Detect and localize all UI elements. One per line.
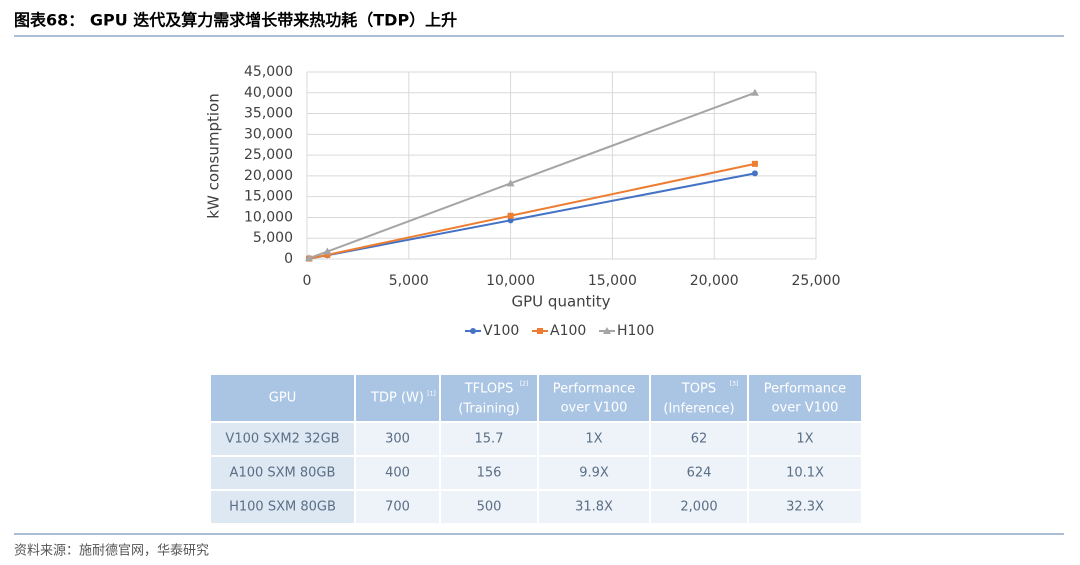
marker <box>507 217 514 224</box>
table-cell <box>649 455 749 491</box>
table-cell-text: 1X <box>796 432 813 447</box>
table-header-text: Performance <box>553 382 635 397</box>
x-tick-label: 5,000 <box>389 273 429 289</box>
marker <box>506 179 515 187</box>
y-tick-label: 15,000 <box>244 189 293 205</box>
series-line <box>308 162 756 260</box>
table-cell-text: TDP (W) <box>370 391 424 406</box>
series-line <box>308 91 756 260</box>
x-tick-label: 15,000 <box>588 273 637 289</box>
table-cell-text: 1X <box>585 432 602 447</box>
table-cell <box>747 421 863 457</box>
figure-title: 图表68： GPU 迭代及算力需求增长带来热功耗（TDP）上升 <box>14 11 457 30</box>
table-header-cell <box>209 373 356 423</box>
legend-label: H100 <box>617 323 654 339</box>
y-tick-label: 30,000 <box>244 126 293 142</box>
table-cell <box>209 489 356 525</box>
x-tick-label: 10,000 <box>486 273 535 289</box>
marker <box>603 327 611 334</box>
table-header-text: over V100 <box>772 401 839 416</box>
table-header-text: Performance <box>764 382 846 397</box>
legend-label: V100 <box>483 323 519 339</box>
x-axis-label: GPU quantity <box>512 293 611 311</box>
source-note: 资料来源：施耐德官网，华泰研究 <box>14 543 209 559</box>
marker <box>750 88 759 96</box>
table-header-cell <box>354 373 441 423</box>
table-cell-text: GPU <box>269 391 296 406</box>
table-header-text: (Training) <box>458 402 519 417</box>
marker <box>323 247 332 255</box>
table-cell-text: 10.1X <box>786 466 824 481</box>
table-cell <box>354 455 441 491</box>
table-cell-text: A100 SXM 80GB <box>230 466 336 481</box>
table-header-note: [3] <box>730 381 739 388</box>
table-header-cell <box>537 373 651 423</box>
table-cell-text: 15.7 <box>475 432 504 447</box>
table-cell <box>209 421 356 457</box>
table-cell <box>537 421 651 457</box>
table-header-text: TFLOPS <box>464 382 514 397</box>
table-cell-text: 156 <box>477 466 502 481</box>
table-header-note: [2] <box>520 381 529 388</box>
marker <box>537 328 543 334</box>
marker <box>507 212 514 219</box>
x-tick-label: 25,000 <box>792 273 841 289</box>
table-cell-text: 31.8X <box>575 500 613 515</box>
y-tick-label: 40,000 <box>244 85 293 101</box>
x-tick-label: 0 <box>303 273 312 289</box>
y-tick-label: 35,000 <box>244 106 293 122</box>
table-header-text: over V100 <box>561 401 628 416</box>
table-cell <box>537 489 651 525</box>
table-cell-text: 700 <box>385 500 410 515</box>
table-header-cell <box>747 373 863 423</box>
marker <box>470 328 476 334</box>
y-tick-label: 25,000 <box>244 147 293 163</box>
table-header-text: (Inference) <box>663 402 734 417</box>
table-cell <box>354 421 441 457</box>
table-cell <box>649 421 749 457</box>
table-cell <box>747 455 863 491</box>
table-cell-text: 9.9X <box>579 466 609 481</box>
marker <box>751 160 758 167</box>
table-cell-text: 624 <box>687 466 712 481</box>
y-tick-label: 10,000 <box>244 209 293 225</box>
table-header-note: [1] <box>427 391 436 398</box>
table-cell <box>537 455 651 491</box>
table-cell-text: 2,000 <box>680 500 717 515</box>
marker <box>305 254 314 262</box>
table-cell-text: 300 <box>385 432 410 447</box>
table-cell <box>747 489 863 525</box>
marker <box>751 170 758 177</box>
table-cell-text: 32.3X <box>786 500 824 515</box>
y-tick-label: 5,000 <box>253 230 293 246</box>
y-tick-label: 20,000 <box>244 168 293 184</box>
table-cell-text: V100 SXM2 32GB <box>225 432 339 447</box>
table-cell-text: H100 SXM 80GB <box>229 500 336 515</box>
y-tick-label: 45,000 <box>244 64 293 80</box>
x-tick-label: 20,000 <box>690 273 739 289</box>
table-cell-text: 400 <box>385 466 410 481</box>
table-header-text: TOPS <box>681 382 716 397</box>
y-axis-label: kW consumption <box>205 93 223 218</box>
table-cell-text: 62 <box>691 432 708 447</box>
table-cell <box>439 421 539 457</box>
table-cell-text: 500 <box>477 500 502 515</box>
table-cell <box>439 489 539 525</box>
marker <box>324 251 331 258</box>
legend-label: A100 <box>550 323 586 339</box>
y-tick-label: 0 <box>284 251 293 267</box>
series-line <box>308 172 756 260</box>
